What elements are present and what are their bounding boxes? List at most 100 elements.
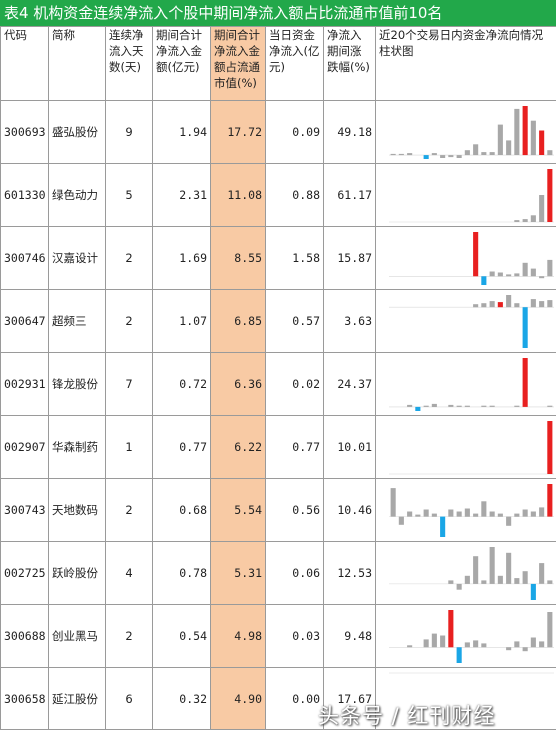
- header-code: 代码: [0, 26, 49, 101]
- row-amount: 1.94: [152, 100, 211, 164]
- flow-bar: [547, 149, 553, 155]
- flow-bar: [506, 516, 512, 526]
- header-amount: 期间合计净流入金额(亿元): [152, 26, 211, 101]
- row-change: 49.18: [323, 100, 376, 164]
- row-flow-chart: [375, 163, 556, 227]
- table-row: 002907 华森制药 1 0.77 6.22 0.77 10.01: [0, 415, 556, 479]
- flow-bar: [522, 570, 528, 584]
- flow-bar-chart: [389, 105, 554, 159]
- row-amount: 1.69: [152, 226, 211, 290]
- flow-bar: [530, 298, 536, 307]
- flow-bar-chart: [389, 483, 554, 537]
- row-ratio: 4.90: [210, 667, 266, 730]
- flow-bar: [464, 575, 470, 584]
- row-ratio: 11.08: [210, 163, 266, 227]
- flow-bar: [547, 579, 553, 584]
- row-code: 300693: [0, 100, 49, 164]
- row-change: 61.17: [323, 163, 376, 227]
- watermark: 头条号 / 红刊财经: [318, 704, 496, 728]
- row-ratio: 6.36: [210, 352, 266, 416]
- row-amount: 0.68: [152, 478, 211, 542]
- flow-bar: [390, 153, 396, 155]
- row-code: 601330: [0, 163, 49, 227]
- flow-bar: [547, 405, 553, 407]
- flow-bar: [423, 154, 429, 159]
- flow-bar: [456, 583, 462, 590]
- row-flow-chart: [375, 604, 556, 668]
- flow-bar: [489, 511, 495, 517]
- flow-bar: [514, 640, 520, 647]
- flow-bar: [481, 642, 487, 647]
- flow-bar: [448, 609, 454, 647]
- flow-bar-chart: [389, 546, 554, 600]
- flow-bar: [448, 154, 454, 157]
- row-code: 002931: [0, 352, 49, 416]
- row-amount: 0.78: [152, 541, 211, 605]
- flow-bar: [407, 404, 413, 407]
- row-change: 12.53: [323, 541, 376, 605]
- flow-bar: [530, 583, 536, 600]
- row-today: 1.58: [265, 226, 324, 290]
- flow-bar: [440, 516, 446, 537]
- table-row: 300693 盛弘股份 9 1.94 17.72 0.09 49.18: [0, 100, 556, 164]
- row-today: 0.57: [265, 289, 324, 353]
- row-days: 1: [105, 415, 153, 479]
- row-ratio: 5.54: [210, 478, 266, 542]
- row-today: 0.56: [265, 478, 324, 542]
- row-name: 创业黑马: [48, 604, 106, 668]
- flow-bar: [497, 301, 503, 307]
- row-days: 2: [105, 289, 153, 353]
- row-days: 4: [105, 541, 153, 605]
- row-today: 0.77: [265, 415, 324, 479]
- row-flow-chart: [375, 226, 556, 290]
- row-change: 9.48: [323, 604, 376, 668]
- row-name: 盛弘股份: [48, 100, 106, 164]
- flow-bar: [522, 262, 528, 276]
- row-code: 002725: [0, 541, 49, 605]
- flow-bar: [448, 579, 454, 584]
- flow-bar: [514, 405, 520, 407]
- flow-bar: [473, 555, 479, 584]
- row-days: 2: [105, 226, 153, 290]
- flow-bar: [423, 405, 429, 407]
- header-ratio: 期间合计净流入金额占流通市值(%): [210, 26, 266, 101]
- flow-bar: [489, 405, 495, 407]
- flow-bar: [481, 405, 487, 407]
- flow-bar: [539, 275, 545, 278]
- row-change: 10.01: [323, 415, 376, 479]
- flow-bar: [530, 268, 536, 276]
- header-today: 当日资金净流入(亿元): [265, 26, 324, 101]
- flow-bar: [539, 640, 545, 647]
- row-name: 绿色动力: [48, 163, 106, 227]
- row-flow-chart: [375, 541, 556, 605]
- flow-bar-chart: [389, 420, 554, 474]
- flow-bar: [539, 194, 545, 222]
- flow-bar: [448, 509, 454, 517]
- row-change: 15.87: [323, 226, 376, 290]
- row-days: 5: [105, 163, 153, 227]
- flow-bar: [431, 633, 437, 647]
- flow-bar: [530, 120, 536, 155]
- flow-bar: [522, 218, 528, 222]
- row-code: 300658: [0, 667, 49, 730]
- flow-bar: [464, 405, 470, 407]
- row-today: 0.88: [265, 163, 324, 227]
- flow-bar: [522, 646, 528, 651]
- row-days: 2: [105, 604, 153, 668]
- row-today: 0.00: [265, 667, 324, 730]
- flow-bar-chart: [389, 168, 554, 222]
- row-ratio: 8.55: [210, 226, 266, 290]
- row-flow-chart: [375, 667, 556, 730]
- table-row: 002931 锋龙股份 7 0.72 6.36 0.02 24.37: [0, 352, 556, 416]
- flow-bar: [464, 641, 470, 647]
- row-ratio: 6.85: [210, 289, 266, 353]
- flow-bar: [456, 154, 462, 158]
- row-name: 锋龙股份: [48, 352, 106, 416]
- flow-bar: [514, 577, 520, 584]
- row-amount: 1.07: [152, 289, 211, 353]
- flow-bar: [456, 511, 462, 517]
- row-code: 002907: [0, 415, 49, 479]
- header-name: 简称: [48, 26, 106, 101]
- flow-bar: [497, 272, 503, 276]
- row-name: 汉嘉设计: [48, 226, 106, 290]
